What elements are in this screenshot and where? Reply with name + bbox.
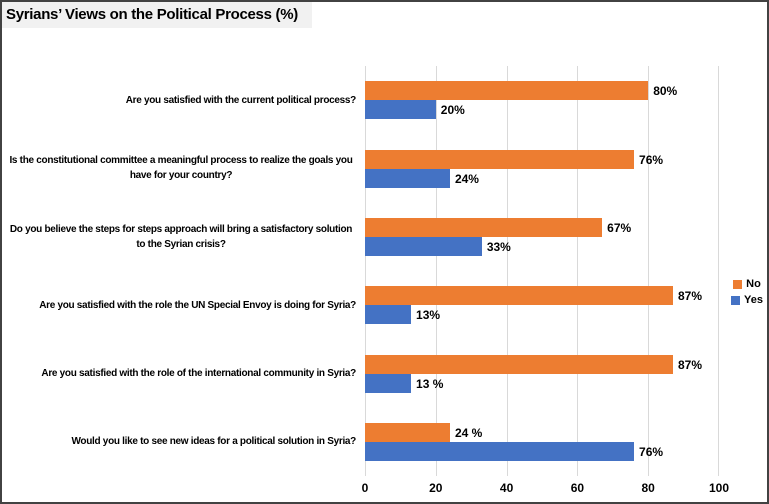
category-label-text-q4: Are you satisfied with the role the UN S… <box>39 299 356 311</box>
bar-value-label-no-q6: 24 % <box>454 425 483 440</box>
bar-no-q2 <box>365 149 635 169</box>
category-label-q6: Would you like to see new ideas for a po… <box>6 408 358 476</box>
x-tick-label-80: 80 <box>641 481 655 495</box>
bar-value-label-yes-q2: 24% <box>454 171 479 186</box>
bar-yes-q2 <box>365 168 450 188</box>
category-label-q1: Are you satisfied with the current polit… <box>6 66 358 134</box>
x-tick-label-40: 40 <box>499 481 514 495</box>
bar-no-q6 <box>365 422 450 442</box>
plot-area: 80% 20% 76% 24% 67% 33% 87% 13% 87% 13 % 24 % 76% <box>365 66 719 476</box>
bar-yes-q1 <box>365 100 436 120</box>
category-label-text-q5: Are you satisfied with the role of the i… <box>41 367 356 379</box>
legend-item-yes: Yes <box>731 294 763 306</box>
gridline-60 <box>577 66 579 476</box>
bar-yes-q5 <box>365 373 412 393</box>
gridline-100 <box>718 66 719 476</box>
bar-value-label-no-q2: 76% <box>639 152 664 167</box>
bar-yes-q3 <box>365 236 482 256</box>
legend-swatch-no-icon <box>733 279 743 289</box>
bar-value-label-yes-q1: 20% <box>440 103 465 118</box>
bar-value-label-yes-q5: 13 % <box>416 376 444 391</box>
bar-value-label-yes-q4: 13% <box>416 308 441 323</box>
x-tick-label-60: 60 <box>570 481 585 495</box>
bar-no-q5 <box>365 354 673 374</box>
category-label-q2: Is the constitutional committee a meanin… <box>6 134 358 202</box>
bar-no-q1 <box>365 81 649 101</box>
bar-value-label-no-q4: 87% <box>677 289 702 304</box>
bar-value-label-no-q5: 87% <box>677 357 702 372</box>
x-tick-label-0: 0 <box>361 481 369 495</box>
legend: No Yes <box>726 278 767 306</box>
bar-yes-q4 <box>365 305 412 325</box>
category-label-text-q1: Are you satisfied with the current polit… <box>125 94 357 106</box>
x-tick-label-20: 20 <box>429 481 443 495</box>
category-label-text-q6: Would you like to see new ideas for a po… <box>71 436 356 448</box>
gridline-80 <box>648 66 650 476</box>
bar-no-q3 <box>365 217 603 237</box>
legend-label-no: No <box>746 278 761 290</box>
x-tick-label-100: 100 <box>708 481 730 495</box>
category-label-q4: Are you satisfied with the role the UN S… <box>6 271 358 339</box>
bar-value-label-yes-q6: 76% <box>639 444 664 459</box>
bar-no-q4 <box>365 286 673 306</box>
bar-value-label-no-q1: 80% <box>653 84 678 99</box>
gridline-0 <box>365 66 366 476</box>
chart-title: Syrians’ Views on the Political Process … <box>2 2 312 28</box>
category-label-q5: Are you satisfied with the role of the i… <box>6 339 358 407</box>
legend-label-yes: Yes <box>744 294 763 306</box>
bar-yes-q6 <box>365 441 635 461</box>
gridline-40 <box>506 66 508 476</box>
legend-swatch-yes-icon <box>731 295 741 305</box>
legend-item-no: No <box>733 278 761 290</box>
category-label-text-q3: Do you believe the steps for steps appro… <box>9 223 353 250</box>
category-label-q3: Do you believe the steps for steps appro… <box>6 203 358 271</box>
bar-value-label-no-q3: 67% <box>607 220 632 235</box>
bar-value-label-yes-q3: 33% <box>486 239 511 254</box>
category-label-text-q2: Is the constitutional committee a meanin… <box>9 155 353 182</box>
gridline-20 <box>435 66 437 476</box>
category-axis: Are you satisfied with the current polit… <box>6 66 358 476</box>
